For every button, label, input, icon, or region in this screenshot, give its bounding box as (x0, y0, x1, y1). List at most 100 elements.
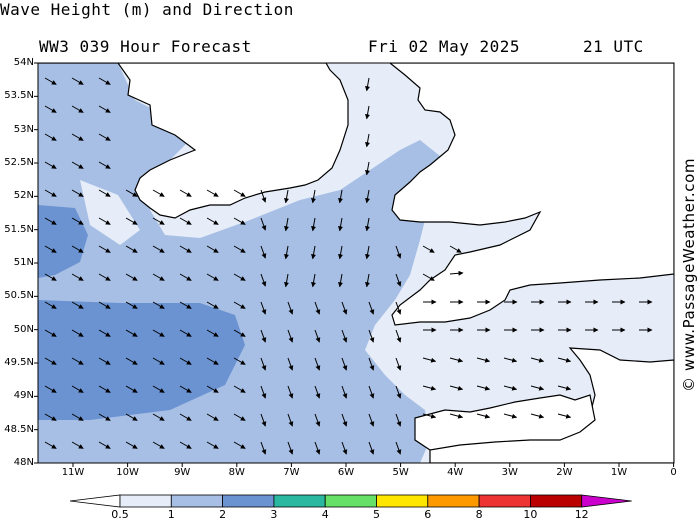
wave-arrow (44, 385, 57, 393)
wave-arrow (179, 357, 192, 365)
wave-direction-arrows (44, 77, 653, 455)
wave-arrow (422, 273, 435, 281)
wave-arrow (98, 161, 111, 169)
wave-arrow (260, 413, 267, 427)
wave-arrow (233, 413, 246, 421)
wave-arrow (125, 385, 138, 393)
legend-swatch (69, 494, 121, 508)
wave-arrow (365, 217, 370, 232)
wave-arrow (341, 329, 348, 343)
wave-arrow (365, 245, 370, 260)
wave-arrow (71, 385, 84, 393)
wave-arrow (98, 245, 111, 253)
wave-arrow (152, 413, 165, 421)
wave-arrow (71, 77, 84, 85)
wave-arrow (341, 357, 348, 371)
wave-arrow (152, 441, 165, 449)
wave-arrow (314, 413, 321, 427)
wave-arrow (395, 245, 402, 259)
wave-arrow (44, 441, 57, 449)
lat-label: 48.5N (4, 423, 34, 435)
lon-label: 1W (610, 467, 628, 478)
wave-arrow (179, 413, 192, 421)
wave-arrow (314, 329, 321, 343)
lat-label: 54N (13, 57, 34, 68)
wave-arrow (365, 189, 370, 204)
wave-arrow (179, 329, 192, 337)
wave-arrow (233, 189, 246, 197)
wave-arrow (179, 189, 192, 197)
wave-arrow (365, 105, 370, 120)
wave-arrow (503, 385, 518, 391)
wave-arrow (260, 441, 267, 455)
wave-arrow (314, 385, 321, 399)
watermark: © www.PassageWeather.com (680, 157, 698, 392)
wave-arrow (368, 413, 375, 427)
legend-swatch (222, 494, 275, 508)
wave-arrow (311, 189, 316, 204)
wave-arrow (98, 329, 111, 337)
wave-arrow (530, 413, 545, 419)
wave-arrow (476, 413, 491, 419)
wave-arrow (98, 217, 111, 225)
wave-arrow (71, 245, 84, 253)
wave-arrow (206, 189, 219, 197)
wave-arrow (71, 413, 84, 421)
wave-arrow (44, 413, 57, 421)
legend-label: 4 (321, 508, 329, 521)
wave-arrow (152, 357, 165, 365)
legend-swatch (530, 494, 583, 508)
lat-label: 49N (13, 390, 34, 402)
legend-label: 12 (574, 508, 589, 521)
wave-arrow (125, 301, 138, 309)
color-legend (69, 494, 632, 508)
forecast-time: 21 UTC (583, 37, 644, 56)
lat-label: 48N (13, 457, 34, 468)
wave-arrow (125, 189, 138, 197)
wave-arrow (71, 357, 84, 365)
wave-arrow (395, 273, 402, 287)
wave-arrow (530, 385, 545, 391)
wave-arrow (179, 245, 192, 253)
lon-label: 6W (337, 467, 355, 478)
wave-arrow (365, 77, 370, 92)
wave-arrow (395, 385, 402, 399)
wave-arrow (125, 217, 138, 225)
wave-arrow (98, 189, 111, 197)
legend-swatch (119, 494, 172, 508)
wave-arrow (98, 273, 111, 281)
wave-arrow (71, 273, 84, 281)
wave-arrow (98, 357, 111, 365)
wave-arrow (179, 217, 192, 225)
legend-swatch (427, 494, 480, 508)
wave-arrow (449, 357, 464, 363)
wave-arrow (341, 301, 348, 315)
wave-arrow (287, 441, 294, 455)
wave-arrow (206, 245, 219, 253)
wave-arrow (44, 329, 57, 337)
wave-arrow (260, 357, 267, 371)
wave-arrow (206, 441, 219, 449)
wave-arrow (449, 245, 462, 253)
wave-band-2-3-north (38, 205, 88, 278)
legend-label: 3 (270, 508, 278, 521)
wave-arrow (71, 441, 84, 449)
wave-arrow (341, 441, 348, 455)
wave-arrow (44, 273, 57, 281)
wave-arrow (179, 385, 192, 393)
wave-arrow (260, 217, 267, 231)
wave-arrow (395, 301, 402, 315)
lat-label: 51.5N (4, 223, 34, 235)
wave-arrow (260, 189, 267, 203)
wave-arrow (338, 217, 343, 232)
wave-arrow (422, 245, 435, 253)
lat-label: 52N (13, 190, 34, 202)
legend-label: 5 (373, 508, 380, 521)
wave-arrow (557, 413, 572, 419)
lon-label: 2W (556, 467, 573, 478)
wave-arrow (152, 329, 165, 337)
legend-swatch (170, 494, 224, 508)
wave-arrow (365, 161, 370, 176)
lat-label: 53.5N (4, 90, 34, 102)
wave-arrow (368, 329, 375, 343)
